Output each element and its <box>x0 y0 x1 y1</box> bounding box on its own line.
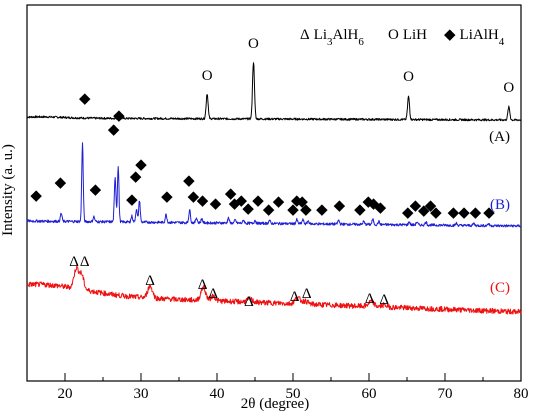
x-tick-label: 40 <box>210 386 225 402</box>
plot-border <box>26 4 522 382</box>
peak-marker: ◆ <box>188 189 200 205</box>
peak-marker: ◆ <box>300 202 312 218</box>
peak-marker: Δ <box>302 286 312 302</box>
peak-marker: O <box>248 36 259 52</box>
peak-marker: ◆ <box>161 189 173 205</box>
peak-marker: ◆ <box>425 198 437 214</box>
y-axis-label: Intensity (a. u.) <box>0 144 16 236</box>
peak-marker: ◆ <box>135 157 147 173</box>
peak-marker: Δ <box>69 254 79 270</box>
peak-marker: ◆ <box>108 122 120 138</box>
peak-marker: ◆ <box>470 205 482 221</box>
legend-symbol-triangle: Δ <box>300 27 310 43</box>
peak-marker: O <box>202 68 213 84</box>
legend-symbol-diamond: ◆ <box>444 27 456 43</box>
peak-marker: ◆ <box>273 194 285 210</box>
series-line-2 <box>26 142 522 228</box>
peak-marker: ◆ <box>197 193 209 209</box>
legend: Δ Li3AlH6 O LiH ◆ LiAlH4 <box>300 27 505 48</box>
peak-marker: Δ <box>80 254 90 270</box>
peak-marker: ◆ <box>402 205 414 221</box>
peak-marker: Δ <box>290 289 300 305</box>
peak-marker: O <box>503 80 514 96</box>
x-tick-label: 30 <box>134 386 149 402</box>
peak-marker: ◆ <box>375 200 387 216</box>
series-label: (C) <box>490 280 510 296</box>
legend-entry-lialh4: ◆ LiAlH4 <box>444 27 505 48</box>
peak-marker: O <box>403 69 414 85</box>
peak-marker: ◆ <box>287 202 299 218</box>
legend-entry-lih: O LiH <box>388 27 427 43</box>
legend-symbol-circle: O <box>388 27 399 43</box>
series-line-3 <box>26 265 522 315</box>
peak-marker: ◆ <box>483 205 495 221</box>
series-layer <box>26 62 522 315</box>
x-axis-ticks: 20 30 40 50 60 70 80 <box>26 373 529 402</box>
x-tick-label: 20 <box>58 386 73 402</box>
peak-marker: ◆ <box>458 205 470 221</box>
x-tick-label: 80 <box>514 386 529 402</box>
legend-entry-li3alh6: Δ Li3AlH6 <box>300 27 364 48</box>
peak-marker: ◆ <box>113 108 125 124</box>
peak-marker: ◆ <box>210 196 222 212</box>
peak-marker: ◆ <box>252 193 264 209</box>
peak-marker: ◆ <box>55 175 67 191</box>
peak-marker: ◆ <box>316 202 328 218</box>
peak-marker: ◆ <box>225 186 237 202</box>
peak-marker: ◆ <box>334 198 346 214</box>
peak-marker: Δ <box>208 286 218 302</box>
peak-marker: ◆ <box>354 202 366 218</box>
peak-marker: ◆ <box>90 182 102 198</box>
peak-marker: ◆ <box>291 193 303 209</box>
peak-marker: ◆ <box>242 201 254 217</box>
series-label: (B) <box>490 197 510 213</box>
peak-marker: Δ <box>244 294 254 310</box>
peak-marker: Δ <box>365 291 375 307</box>
peak-marker: ◆ <box>368 196 380 212</box>
x-tick-label: 60 <box>362 386 377 402</box>
peak-marker: ◆ <box>130 169 142 185</box>
series-label-layer: (A) (B) (C) <box>489 129 510 296</box>
peak-marker: ◆ <box>229 196 241 212</box>
series-label: (A) <box>489 129 510 145</box>
peak-marker: ◆ <box>296 194 308 210</box>
peak-marker: ◆ <box>263 202 275 218</box>
peak-marker: ◆ <box>79 91 91 107</box>
x-tick-label: 50 <box>286 386 301 402</box>
peak-marker: ◆ <box>183 173 195 189</box>
peak-marker: ◆ <box>418 203 430 219</box>
peak-marker: ◆ <box>430 205 442 221</box>
x-axis-label: 2θ (degree) <box>241 396 309 412</box>
peak-marker: ◆ <box>410 198 422 214</box>
x-tick-label: 70 <box>438 386 453 402</box>
peak-marker: Δ <box>198 277 208 293</box>
peak-marker: ◆ <box>126 192 138 208</box>
peak-marker: ◆ <box>236 193 248 209</box>
peak-marker: ◆ <box>362 194 374 210</box>
peak-marker: Δ <box>379 292 389 308</box>
peak-marker: ◆ <box>30 188 42 204</box>
peak-marker: ◆ <box>448 205 460 221</box>
series-line-1 <box>26 62 522 122</box>
plot-frame <box>26 4 522 382</box>
peak-marker: Δ <box>145 273 155 289</box>
